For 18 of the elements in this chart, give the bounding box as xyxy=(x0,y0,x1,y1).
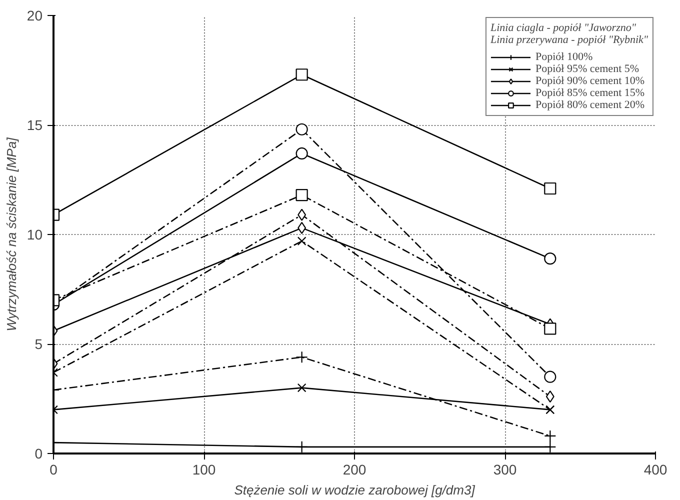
y-axis-title: Wytrzymałość na ściskanie [MPa] xyxy=(4,137,19,332)
y-tick-label: 20 xyxy=(26,8,43,24)
y-tick-label: 10 xyxy=(26,226,43,242)
legend-label: Popiół 80% cement 20% xyxy=(535,99,645,111)
x-tick-label: 400 xyxy=(644,462,668,478)
x-axis-title: Stężenie soli w wodzie zarobowej [g/dm3] xyxy=(234,482,476,498)
legend-title: Linia ciagla - popiół "Jaworzno" Linia przerywana - popiół "Rybnik" xyxy=(490,22,648,46)
legend-label: Popiół 95% cement 5% xyxy=(535,63,640,75)
x-tick-label: 100 xyxy=(192,462,216,478)
legend-label: Popiół 100% xyxy=(535,51,593,63)
x-tick-label: 0 xyxy=(50,462,58,478)
legend-label: Popiół 85% cement 15% xyxy=(535,87,645,99)
x-tick-label: 200 xyxy=(342,462,366,478)
x-tick-label: 300 xyxy=(493,462,517,478)
y-tick-label: 0 xyxy=(34,446,43,462)
y-tick-label: 5 xyxy=(34,336,43,352)
y-tick-label: 15 xyxy=(26,117,43,133)
legend-label: Popiół 90% cement 10% xyxy=(535,75,645,87)
